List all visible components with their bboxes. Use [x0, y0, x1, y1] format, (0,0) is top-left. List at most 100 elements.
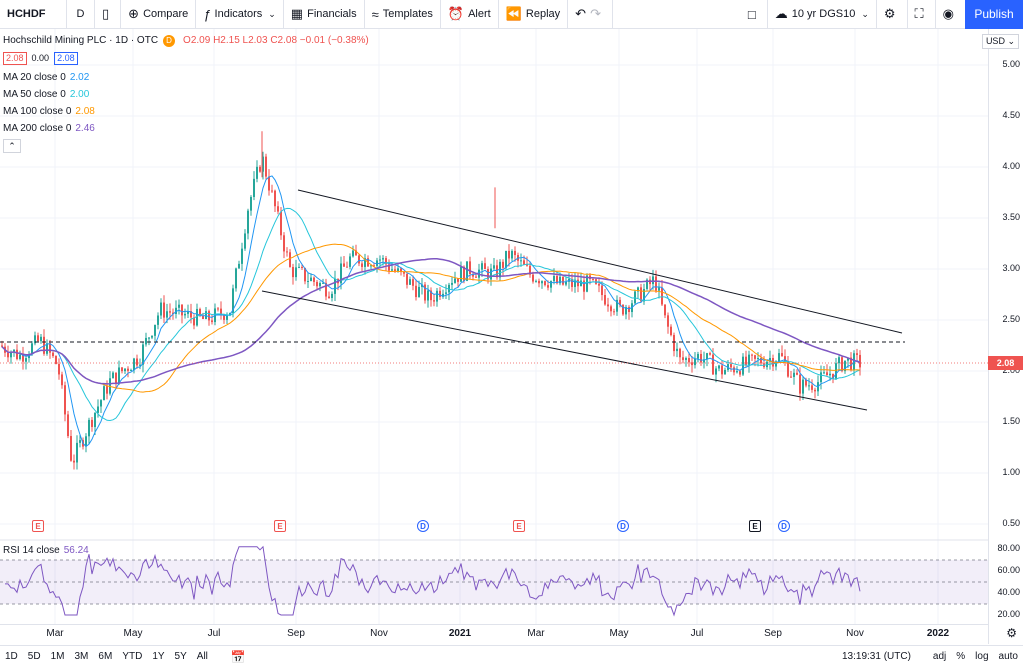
- ma-legend-row[interactable]: MA 100 close 0 2.08: [3, 106, 95, 117]
- candle-body: [325, 282, 327, 297]
- candle-body: [553, 276, 555, 282]
- ask-price[interactable]: 2.08: [54, 51, 78, 65]
- fullscreen-layout-button[interactable]: □: [741, 0, 768, 29]
- range-button-1y[interactable]: 1Y: [152, 651, 165, 662]
- candle-body: [106, 386, 108, 394]
- settings-button[interactable]: ⚙: [877, 0, 908, 29]
- candle-body: [76, 442, 78, 463]
- undo-button[interactable]: ↶ ↷: [568, 0, 613, 29]
- channel-lower-line[interactable]: [261, 290, 868, 411]
- candle-body: [310, 277, 312, 281]
- layout-name-button[interactable]: ☁ 10 yr DGS10 ⌄: [768, 0, 877, 29]
- candle-body: [34, 335, 36, 344]
- dividend-event-icon[interactable]: D: [617, 520, 629, 532]
- ma-legend-row[interactable]: MA 200 close 0 2.46: [3, 123, 95, 134]
- auto-toggle[interactable]: auto: [998, 651, 1018, 662]
- time-axis[interactable]: Mar May Jul Sep Nov 2021 Mar May Jul Sep Nov 2022: [0, 624, 988, 642]
- candle-body: [19, 354, 21, 360]
- templates-icon: ≈: [371, 6, 379, 22]
- symbol-title[interactable]: Hochschild Mining PLC · 1D · OTC: [3, 35, 159, 46]
- candle-body: [481, 263, 483, 270]
- candle-body: [349, 256, 351, 267]
- candle-body: [787, 360, 789, 377]
- replay-button[interactable]: ⏪ Replay: [499, 0, 569, 29]
- candle-body: [211, 320, 213, 323]
- time-axis-label: Mar: [527, 628, 545, 639]
- candle-body: [253, 178, 255, 198]
- candle-body: [256, 166, 258, 179]
- price-axis-label: 0.50: [1002, 518, 1020, 528]
- candle-body: [193, 317, 195, 326]
- candle-body: [625, 307, 627, 315]
- candle-body: [376, 260, 378, 266]
- currency-selector[interactable]: USD ⌄: [981, 34, 1019, 49]
- candle-body: [286, 251, 288, 253]
- bid-price[interactable]: 2.08: [3, 51, 27, 65]
- date-range-icon[interactable]: 📅: [230, 649, 246, 664]
- ma-legend-row[interactable]: MA 50 close 0 2.00: [3, 89, 90, 100]
- price-chart[interactable]: [0, 0, 988, 624]
- alert-button[interactable]: ⏰ Alert: [441, 0, 499, 29]
- range-button-all[interactable]: All: [196, 651, 208, 662]
- candle-body: [364, 258, 366, 267]
- candle-body: [406, 273, 408, 285]
- candle-body: [178, 304, 180, 308]
- indicators-button[interactable]: ƒ Indicators ⌄: [196, 0, 284, 29]
- candle-body: [175, 307, 177, 315]
- earnings-event-icon[interactable]: E: [274, 520, 286, 532]
- candle-body: [418, 286, 420, 298]
- candle-body: [697, 353, 699, 359]
- symbol-search-button[interactable]: HCHDF: [0, 0, 67, 29]
- moving-average-line: [1, 175, 861, 448]
- chart-type-button[interactable]: ▯: [95, 0, 122, 29]
- clock-time[interactable]: 13:19:31 (UTC): [841, 651, 911, 662]
- dividend-event-icon[interactable]: D: [778, 520, 790, 532]
- collapse-legend-button[interactable]: ⌃: [3, 139, 21, 153]
- dividend-badge[interactable]: D: [163, 34, 176, 47]
- earnings-event-icon[interactable]: E: [749, 520, 761, 532]
- range-button-3m[interactable]: 3M: [74, 651, 89, 662]
- range-button-1m[interactable]: 1M: [50, 651, 65, 662]
- earnings-event-icon[interactable]: E: [513, 520, 525, 532]
- fullscreen-button[interactable]: ⛶: [908, 0, 936, 29]
- candle-body: [346, 266, 348, 268]
- rsi-axis-label: 80.00: [997, 543, 1020, 553]
- range-button-5d[interactable]: 5D: [27, 651, 41, 662]
- snapshot-button[interactable]: ◉: [936, 0, 965, 29]
- candle-body: [145, 337, 147, 345]
- range-button-6m[interactable]: 6M: [98, 651, 113, 662]
- candle-body: [268, 176, 270, 191]
- candle-body: [88, 419, 90, 437]
- range-button-5y[interactable]: 5Y: [174, 651, 187, 662]
- range-button-1d[interactable]: 1D: [5, 651, 18, 662]
- time-axis-label: Nov: [370, 628, 388, 639]
- candle-body: [736, 371, 738, 373]
- candle-body: [79, 440, 81, 443]
- log-toggle[interactable]: log: [975, 651, 989, 662]
- dividend-event-icon[interactable]: D: [417, 520, 429, 532]
- percent-toggle[interactable]: %: [956, 651, 966, 662]
- candle-body: [466, 261, 468, 281]
- candle-body: [784, 356, 786, 361]
- axis-settings-button[interactable]: ⚙: [1006, 626, 1017, 640]
- compare-button[interactable]: ⊕ Compare: [121, 0, 197, 29]
- moving-average-line: [1, 257, 861, 385]
- templates-button[interactable]: ≈ Templates: [365, 0, 441, 29]
- trend-lines[interactable]: [0, 189, 988, 411]
- range-button-ytd[interactable]: YTD: [122, 651, 143, 662]
- earnings-event-icon[interactable]: E: [32, 520, 44, 532]
- time-axis-label: Jul: [690, 628, 704, 639]
- adj-toggle[interactable]: adj: [932, 651, 947, 662]
- rsi-axis-label: 60.00: [997, 565, 1020, 575]
- candle-body: [502, 261, 504, 268]
- candle-body: [505, 250, 507, 268]
- publish-button[interactable]: Publish: [965, 0, 1023, 29]
- redo-icon[interactable]: ↷: [590, 6, 601, 21]
- candle-body: [295, 267, 297, 278]
- price-axis[interactable]: [988, 29, 1023, 644]
- interval-button[interactable]: D: [67, 0, 95, 29]
- rsi-legend[interactable]: RSI 14 close 56.24: [3, 545, 89, 556]
- channel-upper-line[interactable]: [297, 189, 903, 334]
- financials-button[interactable]: ▦ Financials: [284, 0, 365, 29]
- ma-legend-row[interactable]: MA 20 close 0 2.02: [3, 72, 90, 83]
